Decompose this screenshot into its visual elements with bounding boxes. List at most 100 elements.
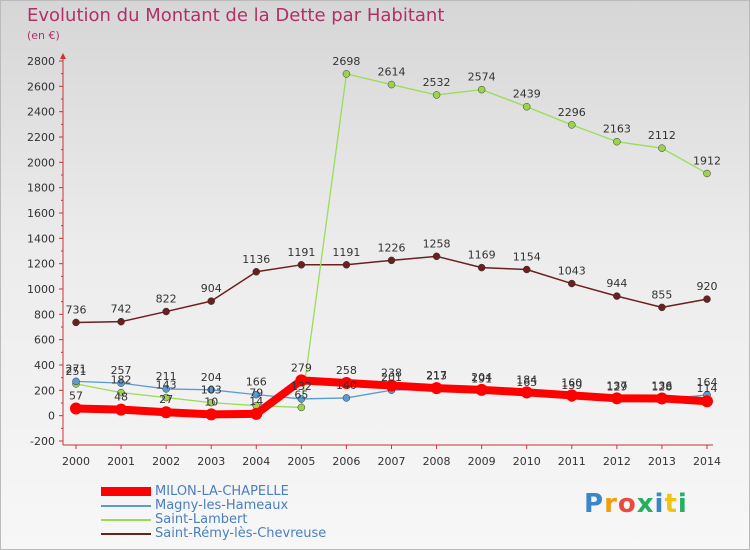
logo-letter: x [636, 489, 655, 519]
data-label: 103 [201, 384, 222, 397]
data-label: 128 [651, 380, 672, 393]
y-tick-label: 2400 [27, 106, 55, 119]
data-point [520, 386, 533, 399]
x-tick-label: 2007 [378, 455, 406, 468]
data-label: 279 [291, 361, 312, 374]
data-point [207, 386, 215, 394]
data-point [342, 70, 351, 78]
data-point [613, 292, 621, 300]
data-label: 160 [561, 376, 582, 389]
x-tick-label: 2000 [62, 455, 90, 468]
data-point [568, 121, 576, 129]
data-point [162, 385, 170, 393]
y-tick-label: 200 [34, 384, 55, 397]
data-point [342, 394, 351, 402]
legend-swatch [101, 505, 151, 507]
data-label: 143 [156, 379, 177, 392]
data-point [207, 398, 215, 407]
data-label: 2614 [378, 66, 406, 79]
y-tick-label: 1200 [27, 258, 55, 271]
logo-letter: i [677, 489, 688, 519]
data-label: 204 [201, 371, 222, 384]
data-label: 166 [246, 376, 267, 389]
data-label: 136 [651, 379, 672, 392]
y-tick-label: 400 [34, 359, 55, 372]
x-tick-label: 2009 [468, 455, 496, 468]
data-label: 165 [516, 376, 537, 389]
data-label: 191 [471, 372, 492, 385]
data-point [295, 374, 308, 387]
x-tick-label: 2012 [603, 455, 631, 468]
data-label: 139 [561, 379, 582, 392]
data-label: 1191 [287, 246, 315, 259]
data-label: 2163 [603, 123, 631, 136]
data-label: 164 [697, 376, 718, 389]
data-point [207, 297, 215, 305]
data-point [115, 403, 128, 416]
data-label: 742 [111, 303, 132, 316]
data-label: 2574 [468, 71, 496, 84]
y-tick-label: 0 [48, 410, 55, 423]
data-label: 2532 [423, 76, 451, 89]
data-point [117, 388, 125, 397]
data-label: 2112 [648, 129, 676, 142]
legend-label: MILON-LA-CHAPELLE [155, 484, 289, 499]
data-label: 822 [156, 293, 177, 306]
data-point [568, 279, 576, 288]
data-point [432, 91, 441, 99]
y-tick-label: -200 [30, 435, 55, 448]
legend-label: Saint-Lambert [155, 512, 248, 527]
data-point [250, 407, 263, 420]
data-label: 184 [516, 373, 537, 386]
data-point [72, 318, 80, 327]
data-point [522, 265, 531, 274]
axes: -200 0 200 400 600 800 1000 1200 1400 1600 1800 200… [27, 53, 721, 468]
y-tick-label: 600 [34, 334, 55, 347]
data-label: 1154 [513, 250, 541, 263]
data-point [297, 395, 306, 403]
data-label: 736 [66, 303, 87, 316]
data-label: 1136 [242, 253, 270, 266]
data-point [72, 377, 80, 386]
data-label: 920 [697, 280, 718, 293]
data-point [252, 268, 261, 276]
data-label: 201 [381, 371, 402, 384]
data-label: 137 [606, 379, 627, 392]
data-label: 1226 [378, 241, 406, 254]
y-tick-label: 800 [34, 308, 55, 321]
data-label: 213 [426, 370, 447, 383]
data-point [701, 395, 713, 408]
data-point [565, 389, 578, 402]
y-tick-label: 2200 [27, 131, 55, 144]
data-point [387, 256, 396, 265]
data-point [297, 403, 306, 412]
data-point [475, 383, 488, 396]
data-label: 1191 [332, 246, 360, 259]
legend-swatch [101, 519, 151, 521]
data-point [117, 379, 125, 387]
data-point [162, 307, 170, 316]
data-label: 904 [201, 282, 222, 295]
data-label: 1043 [558, 265, 586, 278]
data-label: 79 [249, 387, 263, 400]
x-tick-label: 2014 [693, 455, 721, 468]
data-label: 1169 [468, 249, 496, 262]
y-tick-label: 2800 [27, 55, 55, 68]
data-point [610, 392, 623, 405]
x-tick-label: 2006 [332, 455, 360, 468]
data-point [342, 261, 351, 269]
data-label: 217 [426, 369, 447, 382]
x-tick-label: 2004 [242, 455, 270, 468]
data-label: 258 [336, 364, 357, 377]
data-label: 251 [66, 365, 87, 378]
x-tick-label: 2003 [197, 455, 225, 468]
data-label: 2698 [332, 55, 360, 68]
legend-label: Saint-Rémy-lès-Chevreuse [155, 526, 327, 541]
data-label: 27 [159, 393, 173, 406]
data-point [160, 406, 173, 419]
data-point [387, 80, 396, 89]
data-label: 114 [697, 382, 718, 395]
chart-title: Evolution du Montant de la Dette par Hab… [27, 5, 445, 26]
data-point [477, 85, 486, 94]
x-tick-label: 2011 [558, 455, 586, 468]
